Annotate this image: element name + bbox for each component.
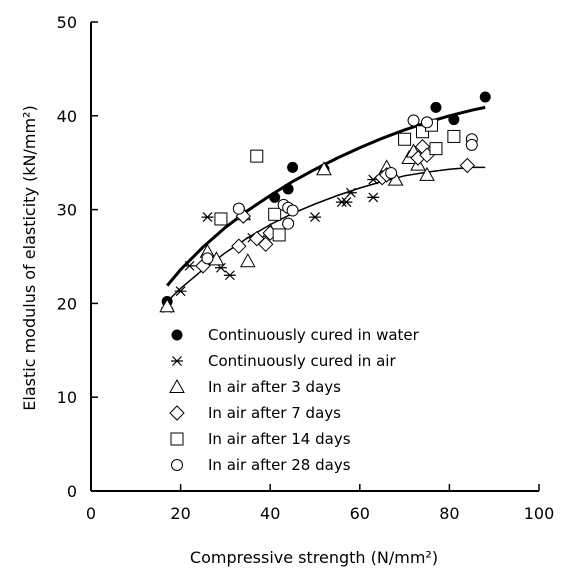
y-tick-label: 20 <box>57 294 77 313</box>
data-point <box>407 114 420 127</box>
y-tick-label: 40 <box>57 107 77 126</box>
data-point <box>214 212 228 226</box>
legend-label: Continuously cured in air <box>208 352 396 370</box>
legend-marker <box>171 459 183 471</box>
legend-label: In air after 3 days <box>208 378 341 396</box>
data-point <box>447 129 461 143</box>
legend-marker <box>171 356 183 366</box>
data-point <box>232 202 245 215</box>
data-point <box>459 157 476 174</box>
data-point <box>367 192 380 203</box>
x-tick-label: 100 <box>524 504 555 523</box>
data-point <box>282 217 295 230</box>
data-point <box>309 212 321 223</box>
data-point <box>287 161 299 173</box>
data-point <box>183 260 196 271</box>
data-point <box>429 142 443 156</box>
x-tick-label: 80 <box>439 504 459 523</box>
legend-marker <box>170 432 184 446</box>
data-point <box>344 187 357 198</box>
legend-marker <box>171 329 183 341</box>
x-axis-label: Compressive strength (N/mm²) <box>190 548 438 567</box>
data-point <box>316 161 332 176</box>
trendline-thick <box>166 105 486 287</box>
x-tick-label: 40 <box>260 504 280 523</box>
y-tick-label: 30 <box>57 201 77 220</box>
data-point <box>340 197 353 208</box>
x-tick-label: 60 <box>350 504 370 523</box>
data-point <box>430 101 442 113</box>
data-point <box>269 191 281 203</box>
data-point <box>419 166 435 181</box>
data-point <box>250 149 264 163</box>
legend-label: In air after 28 days <box>208 456 351 474</box>
data-point <box>201 252 214 265</box>
data-point <box>239 253 256 268</box>
data-point <box>479 91 491 103</box>
data-point <box>286 204 299 217</box>
legend-marker <box>169 405 185 421</box>
data-point <box>231 238 247 254</box>
data-point <box>421 116 433 129</box>
y-tick-label: 10 <box>57 388 77 407</box>
data-point <box>282 183 294 195</box>
data-point <box>201 212 214 223</box>
x-tick-label: 20 <box>170 504 190 523</box>
legend-label: In air after 7 days <box>208 404 341 422</box>
data-point <box>465 138 478 151</box>
trendline-thin <box>166 166 486 303</box>
legend-marker <box>169 378 185 393</box>
y-tick-label: 0 <box>67 482 77 501</box>
y-axis-label: Elastic modulus of elasticity (kN/mm²) <box>20 105 39 410</box>
data-point <box>398 132 412 146</box>
data-point <box>385 167 398 180</box>
y-tick-label: 50 <box>57 13 77 32</box>
data-point <box>174 286 187 297</box>
data-point <box>268 207 282 221</box>
data-point <box>223 270 236 281</box>
data-point <box>272 228 286 242</box>
data-point <box>258 236 274 253</box>
data-point <box>159 298 176 313</box>
data-point <box>448 114 460 126</box>
legend-label: Continuously cured in water <box>208 326 420 344</box>
legend-label: In air after 14 days <box>208 430 351 448</box>
x-tick-label: 0 <box>86 504 96 523</box>
